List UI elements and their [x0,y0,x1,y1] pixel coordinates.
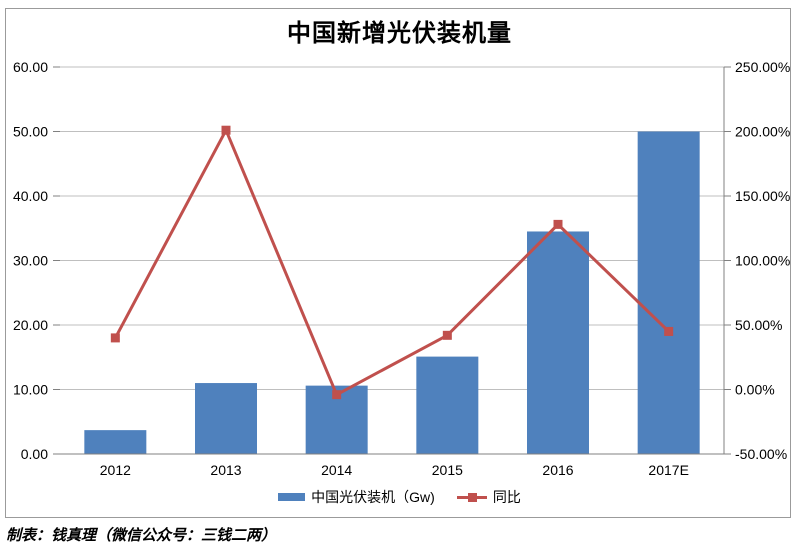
line-series-swatch [456,492,487,502]
x-axis-label: 2012 [100,462,131,478]
y-axis-label-right: -50.00% [735,446,787,462]
x-axis-label: 2017E [648,462,688,478]
y-axis-label-left: 40.00 [13,188,48,204]
bar-2016 [527,231,589,454]
trend-marker-2015 [442,330,452,340]
trend-line [114,126,670,397]
legend-item-bar-series: 中国光伏装机（Gw) [278,487,435,507]
y-axis-label-right: 50.00% [735,317,782,333]
credit-footer: 制表：钱真理（微信公众号：三钱二两） [6,526,277,544]
x-axis-label: 2015 [432,462,463,478]
y-axis-label-left: 0.00 [21,446,48,462]
y-axis-label-right: 0.00% [735,382,775,398]
bar-2012 [84,430,147,454]
y-axis-label-left: 60.00 [13,59,48,75]
y-axis-label-left: 20.00 [13,317,48,333]
y-axis-label-right: 100.00% [735,253,790,269]
trend-marker-2013 [221,125,231,135]
legend-item-line-series: 同比 [456,487,521,507]
trend-marker-2014 [332,390,342,400]
bar-2015 [416,356,479,454]
x-axis-label: 2016 [542,462,573,478]
trend-marker-2017E [664,326,674,336]
legend-marker-glyph [467,492,477,502]
bar-2017E [637,131,700,454]
chart-title: 中国新增光伏装机量 [287,18,512,47]
bar-2013 [195,383,257,454]
y-axis-label-right: 200.00% [735,124,790,140]
legend-label-line-series: 同比 [492,489,521,505]
y-axis-label-right: 250.00% [735,59,790,75]
trend-marker-2016 [553,219,563,229]
trend-marker-2012 [110,333,120,343]
bar-series-swatch [278,493,306,501]
x-axis-label: 2014 [321,462,352,478]
y-axis-label-left: 50.00 [13,124,48,140]
y-axis-label-left: 10.00 [13,382,48,398]
x-axis-label: 2013 [210,462,241,478]
y-axis-label-left: 30.00 [13,253,48,269]
y-axis-label-right: 150.00% [735,188,790,204]
legend: 中国光伏装机（Gw) 同比 [0,487,799,507]
legend-label-bar-series: 中国光伏装机（Gw) [311,489,435,505]
